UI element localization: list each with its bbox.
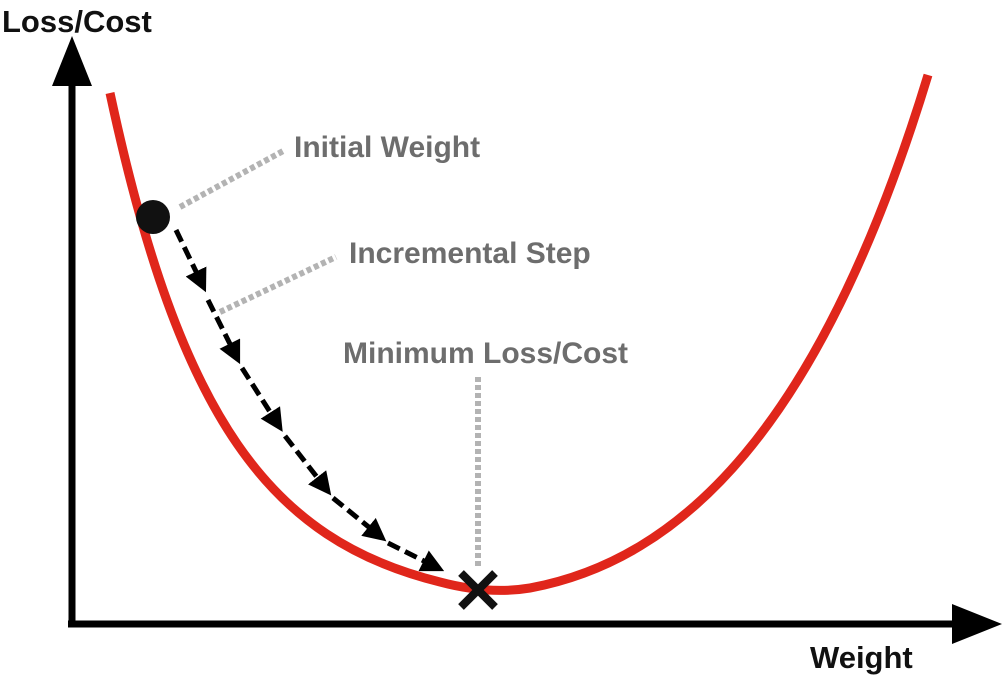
step-arrow — [239, 366, 283, 432]
step-arrow — [205, 298, 241, 365]
descent-steps — [173, 228, 445, 572]
initial-weight-leader — [178, 147, 287, 210]
step-arrow — [283, 434, 332, 496]
step-arrow — [173, 228, 207, 293]
minimum-x-marker — [458, 570, 498, 610]
loss-curve — [105, 73, 933, 595]
initial-weight-point — [136, 200, 170, 234]
step-arrow — [386, 540, 445, 572]
x-axis-arrowhead — [952, 604, 1002, 644]
initial-weight-label: Initial Weight — [294, 131, 480, 164]
incremental-step-label: Incremental Step — [349, 237, 591, 270]
incremental-step-leader — [218, 254, 338, 315]
x-axis-title: Weight — [810, 640, 913, 675]
step-arrow — [331, 496, 387, 542]
y-axis-title: Loss/Cost — [2, 4, 152, 39]
minimum-loss-label: Minimum Loss/Cost — [343, 337, 628, 370]
y-axis-arrowhead — [52, 36, 92, 86]
